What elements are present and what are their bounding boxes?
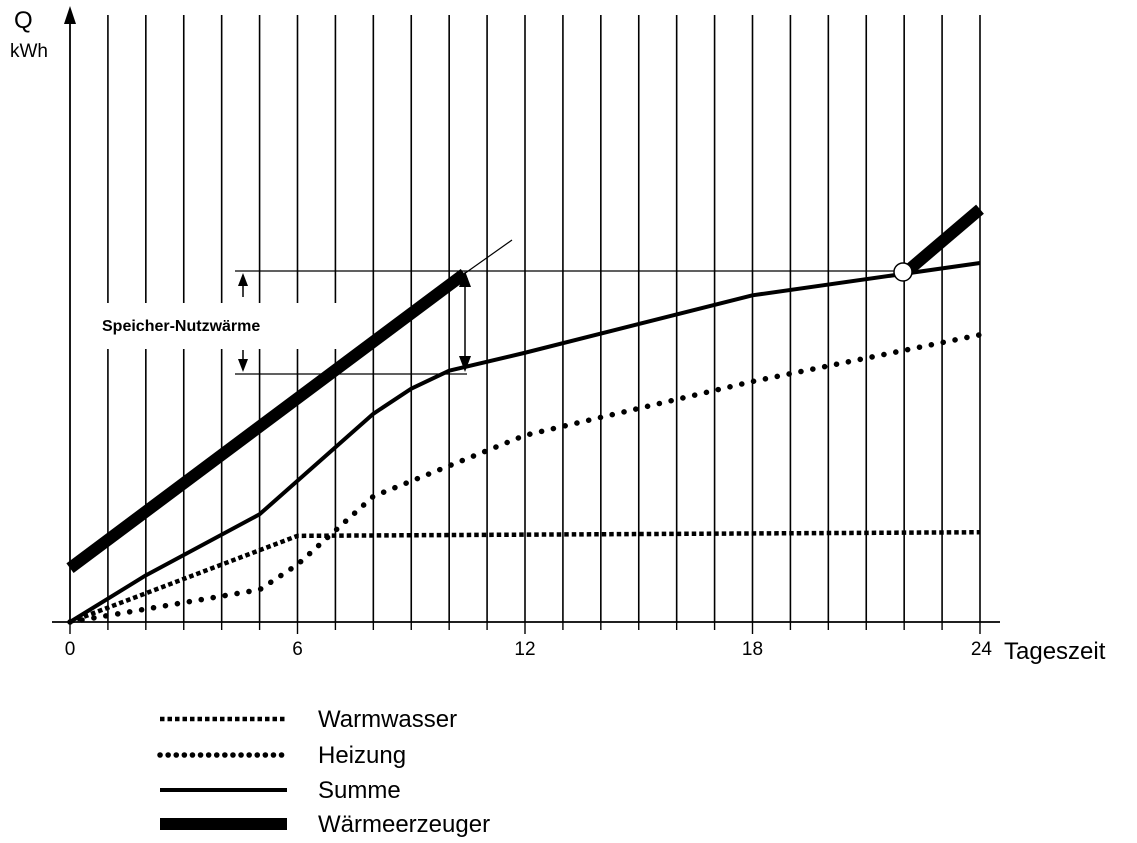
y-axis-unit: kWh (10, 41, 48, 62)
legend-label-summe: Summe (318, 777, 401, 804)
x-tick-label: 12 (514, 639, 535, 660)
label-arrow-up-icon (238, 273, 248, 286)
legend: Warmwasser Heizung Summe Wärmeerzeuger (157, 706, 490, 838)
series-line-warmwasser (69, 530, 981, 625)
x-tick-label: 0 (65, 639, 76, 660)
series-line-heizung (67, 332, 983, 625)
grid-lines (107, 15, 981, 622)
series-line-waermeerzeuger-2 (900, 204, 984, 279)
tangent-line (463, 239, 513, 275)
legend-label-warmwasser: Warmwasser (318, 706, 457, 733)
x-axis-title: Tageszeit (1004, 638, 1106, 665)
series-line-waermeerzeuger-1 (66, 268, 468, 573)
x-tick-label: 24 (971, 639, 993, 660)
x-tick-label: 6 (292, 639, 303, 660)
annotation-label-box (88, 303, 338, 349)
arrow-up-icon (459, 271, 471, 287)
series-line-summe (68, 261, 981, 624)
label-arrow-down-icon (238, 359, 248, 372)
annotation-label: Speicher-Nutzwärme (102, 318, 260, 335)
x-tick-label: 18 (742, 639, 763, 660)
arrow-down-icon (459, 356, 471, 372)
y-axis-title: Q (14, 7, 33, 34)
annotation-group: Speicher-Nutzwärme (88, 239, 913, 375)
intersection-marker (893, 262, 913, 282)
y-axis-arrow-icon (64, 6, 76, 24)
legend-label-heizung: Heizung (318, 742, 406, 769)
series-group (66, 204, 984, 625)
legend-label-waermeerzeuger: Wärmeerzeuger (318, 811, 490, 838)
